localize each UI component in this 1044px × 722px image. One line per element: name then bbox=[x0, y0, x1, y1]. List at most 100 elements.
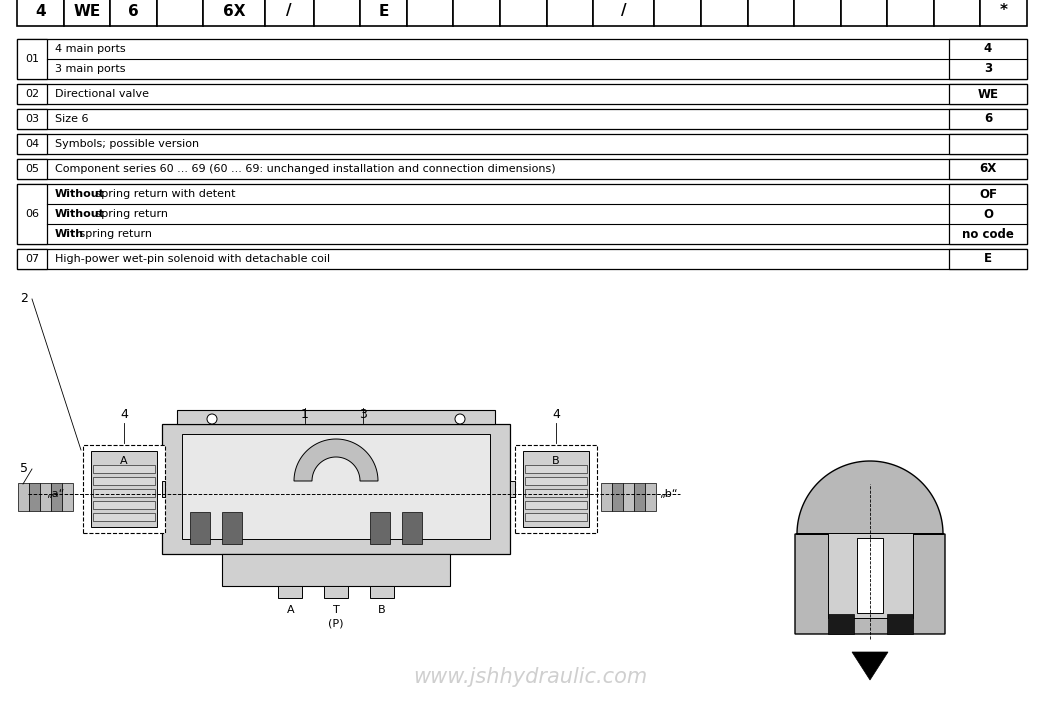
Text: With: With bbox=[55, 229, 85, 239]
Bar bbox=[453, 0, 500, 26]
Bar bbox=[17, 0, 64, 26]
Bar bbox=[857, 538, 883, 613]
Polygon shape bbox=[852, 652, 888, 680]
Text: WE: WE bbox=[977, 87, 998, 100]
Text: B: B bbox=[378, 605, 385, 615]
Text: 6X: 6X bbox=[979, 162, 997, 175]
Bar bbox=[515, 445, 597, 533]
Bar bbox=[264, 0, 313, 26]
Text: T: T bbox=[333, 605, 339, 615]
Text: Symbols; possible version: Symbols; possible version bbox=[55, 139, 199, 149]
Text: 06: 06 bbox=[25, 209, 39, 219]
Text: E: E bbox=[378, 4, 388, 19]
Bar bbox=[840, 0, 887, 26]
Text: A: A bbox=[120, 456, 127, 466]
Bar bbox=[887, 0, 933, 26]
Text: 4: 4 bbox=[983, 43, 992, 56]
Bar bbox=[601, 483, 612, 511]
Text: spring return: spring return bbox=[92, 209, 168, 219]
Bar bbox=[93, 465, 155, 473]
Text: B: B bbox=[552, 456, 560, 466]
Bar bbox=[17, 134, 47, 154]
Text: no code: no code bbox=[963, 227, 1014, 240]
Bar bbox=[525, 477, 587, 485]
Bar bbox=[370, 512, 390, 544]
Bar bbox=[93, 501, 155, 509]
Bar bbox=[17, 159, 1027, 179]
Text: „a“: „a“ bbox=[47, 489, 65, 499]
Bar bbox=[546, 0, 593, 26]
Bar bbox=[886, 614, 912, 634]
Bar bbox=[949, 84, 1027, 104]
Text: 5: 5 bbox=[20, 463, 28, 476]
Bar bbox=[645, 483, 656, 511]
Text: E: E bbox=[984, 253, 992, 266]
Text: O: O bbox=[983, 207, 993, 220]
Bar bbox=[623, 483, 634, 511]
Bar bbox=[17, 109, 1027, 129]
Bar bbox=[162, 481, 165, 497]
Text: /: / bbox=[286, 4, 292, 19]
Text: Size 6: Size 6 bbox=[55, 114, 89, 124]
Text: 01: 01 bbox=[25, 54, 39, 64]
Bar bbox=[828, 533, 912, 618]
Circle shape bbox=[455, 414, 465, 424]
Text: *: * bbox=[1000, 4, 1007, 19]
Text: Without: Without bbox=[55, 209, 104, 219]
Bar bbox=[525, 465, 587, 473]
Bar bbox=[84, 445, 165, 533]
Bar bbox=[525, 501, 587, 509]
Text: OF: OF bbox=[979, 188, 997, 201]
Text: 05: 05 bbox=[25, 164, 39, 174]
Bar bbox=[111, 0, 157, 26]
Text: 04: 04 bbox=[25, 139, 39, 149]
Bar bbox=[949, 134, 1027, 154]
Text: Component series 60 ... 69 (60 ... 69: unchanged installation and connection dim: Component series 60 ... 69 (60 ... 69: u… bbox=[55, 164, 555, 174]
Bar bbox=[511, 481, 515, 497]
Bar bbox=[279, 586, 303, 598]
Text: 03: 03 bbox=[25, 114, 39, 124]
Text: 3 main ports: 3 main ports bbox=[55, 64, 125, 74]
Bar bbox=[370, 586, 394, 598]
Bar bbox=[17, 184, 47, 244]
Bar bbox=[949, 109, 1027, 129]
Bar bbox=[162, 424, 511, 554]
Bar bbox=[593, 0, 655, 26]
Bar bbox=[313, 0, 360, 26]
Bar bbox=[190, 512, 210, 544]
Text: 2: 2 bbox=[20, 292, 28, 305]
Text: 6: 6 bbox=[128, 4, 139, 19]
Bar bbox=[634, 483, 645, 511]
Bar bbox=[523, 451, 589, 527]
Bar bbox=[51, 483, 62, 511]
Text: 6X: 6X bbox=[222, 4, 245, 19]
Text: 6: 6 bbox=[983, 113, 992, 126]
Bar bbox=[324, 586, 348, 598]
Text: spring return with detent: spring return with detent bbox=[92, 189, 236, 199]
Circle shape bbox=[207, 414, 217, 424]
Text: High-power wet-pin solenoid with detachable coil: High-power wet-pin solenoid with detacha… bbox=[55, 254, 330, 264]
Bar bbox=[748, 0, 794, 26]
Bar bbox=[949, 184, 1027, 244]
Bar bbox=[933, 0, 980, 26]
Bar bbox=[17, 159, 47, 179]
Bar bbox=[949, 39, 1027, 79]
Text: (P): (P) bbox=[328, 619, 343, 629]
Bar bbox=[29, 483, 40, 511]
Text: 4: 4 bbox=[552, 409, 560, 422]
Bar bbox=[18, 483, 29, 511]
Text: spring return: spring return bbox=[76, 229, 152, 239]
Bar bbox=[222, 512, 242, 544]
Text: 1: 1 bbox=[301, 409, 309, 422]
Bar bbox=[612, 483, 623, 511]
Bar bbox=[17, 84, 47, 104]
Bar bbox=[500, 0, 546, 26]
Bar bbox=[17, 84, 1027, 104]
Text: 3: 3 bbox=[359, 409, 366, 422]
Text: Without: Without bbox=[55, 189, 104, 199]
Bar bbox=[655, 0, 701, 26]
Bar bbox=[17, 39, 47, 79]
Bar bbox=[980, 0, 1027, 26]
Bar bbox=[222, 554, 450, 586]
Text: „b“: „b“ bbox=[659, 489, 678, 499]
